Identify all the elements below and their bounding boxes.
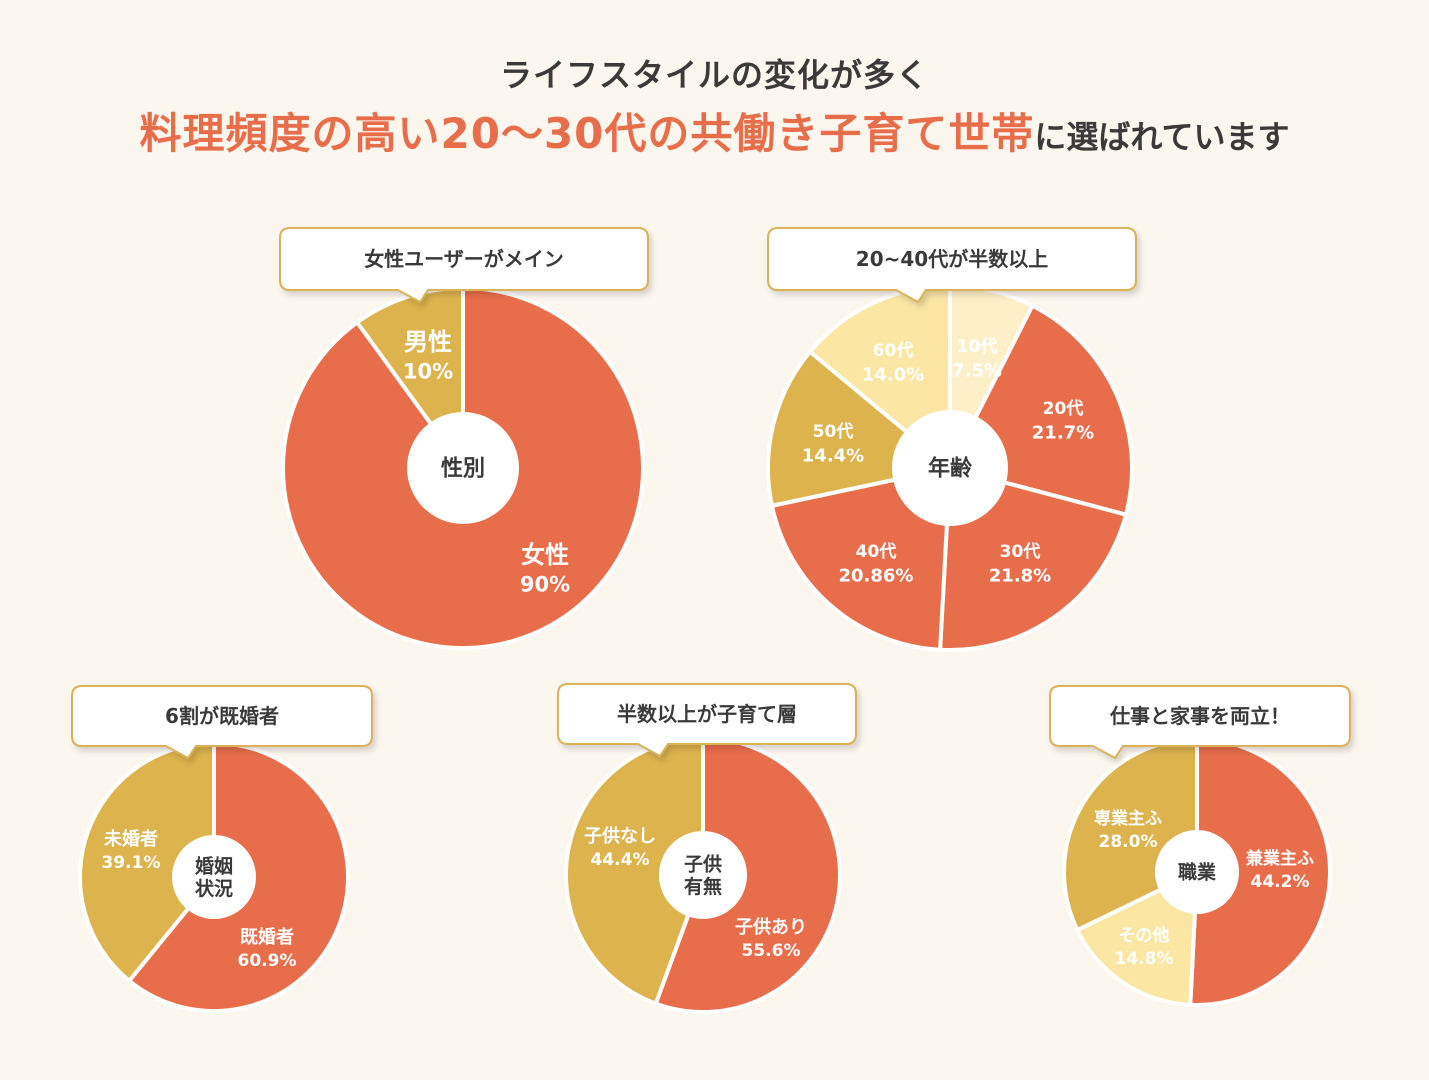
slice-label-age-3: 40代 20.86% — [839, 541, 914, 586]
slice-label-occupation-2: 専業主ふ 28.0% — [1094, 808, 1162, 852]
pie-center-occupation — [1155, 830, 1239, 914]
slice-label-gender-0: 女性 90% — [520, 541, 570, 596]
callout-age: 20~40代が半数以上 — [767, 227, 1137, 304]
slice-label-age-4: 50代 14.4% — [802, 421, 864, 466]
slice-occupation-0 — [1188, 737, 1332, 1007]
pie-title-occupation: 職業 — [1178, 861, 1217, 884]
headline-highlight: 料理頻度の高い20〜30代の共働き子育て世帯 — [139, 109, 1035, 158]
slice-label-marital-0: 既婚者 60.9% — [238, 926, 297, 971]
slice-label-occupation-1: その他 14.8% — [1115, 925, 1174, 969]
callout-children: 半数以上が子育て層 — [557, 683, 857, 758]
callout-bubble-marital — [71, 685, 373, 760]
slice-label-age-0: 10代 7.5% — [952, 336, 1002, 381]
pie-chart-occupation: 職業 兼業主ふ 44.2% その他 14.8% 専業主ふ 28.0% — [1062, 737, 1332, 1007]
slice-occupation-1 — [1075, 870, 1199, 1007]
slice-children-0 — [653, 736, 842, 1014]
slice-label-children-0: 子供あり 55.6% — [735, 916, 807, 961]
callout-bubble-gender — [279, 227, 649, 304]
headline-line-1: ライフスタイルの変化が多く — [499, 56, 929, 94]
callout-marital: 6割が既婚者 — [71, 685, 373, 760]
pie-title-gender: 性別 — [441, 457, 485, 482]
slice-label-age-5: 60代 14.0% — [862, 340, 924, 385]
pie-center-marital — [172, 835, 256, 919]
slice-label-children-1: 子供なし 44.4% — [584, 825, 656, 870]
pie-chart-age: 年齢 10代 7.5% 20代 21.7% 30代 21.8% 40代 20.86% 50代 14.… — [766, 284, 1134, 652]
pie-title-marital: 婚姻状況 — [195, 854, 233, 900]
slice-label-gender-1: 男性 10% — [403, 328, 453, 383]
pie-title-children: 子供有無 — [684, 852, 722, 898]
slice-age-3 — [769, 466, 952, 652]
pie-title-age: 年齢 — [928, 456, 973, 482]
slice-label-age-1: 20代 21.7% — [1032, 398, 1094, 443]
callout-gender: 女性ユーザーがメイン — [279, 227, 649, 304]
callout-text-gender: 女性ユーザーがメイン — [364, 247, 564, 271]
callout-bubble-age — [767, 227, 1137, 304]
callout-bubble-children — [557, 683, 857, 758]
headline-line-2: 料理頻度の高い20〜30代の共働き子育て世帯に選ばれています — [0, 100, 1429, 161]
slice-age-2 — [938, 466, 1128, 652]
slice-label-occupation-0: 兼業主ふ 44.2% — [1246, 848, 1314, 892]
callout-bubble-occupation — [1049, 685, 1351, 760]
slice-label-marital-1: 未婚者 39.1% — [102, 828, 161, 873]
pie-center-gender — [407, 412, 519, 524]
callout-text-age: 20~40代が半数以上 — [856, 247, 1048, 271]
callout-occupation: 仕事と家事を両立！ — [1049, 685, 1351, 760]
headline-rest: に選ばれています — [1034, 118, 1290, 156]
callout-text-marital: 6割が既婚者 — [165, 704, 279, 728]
pie-center-children — [659, 831, 747, 919]
callout-text-occupation: 仕事と家事を両立！ — [1109, 704, 1290, 728]
slice-label-age-2: 30代 21.8% — [989, 541, 1051, 586]
callout-text-children: 半数以上が子育て層 — [617, 702, 797, 726]
pie-center-age — [892, 410, 1008, 526]
